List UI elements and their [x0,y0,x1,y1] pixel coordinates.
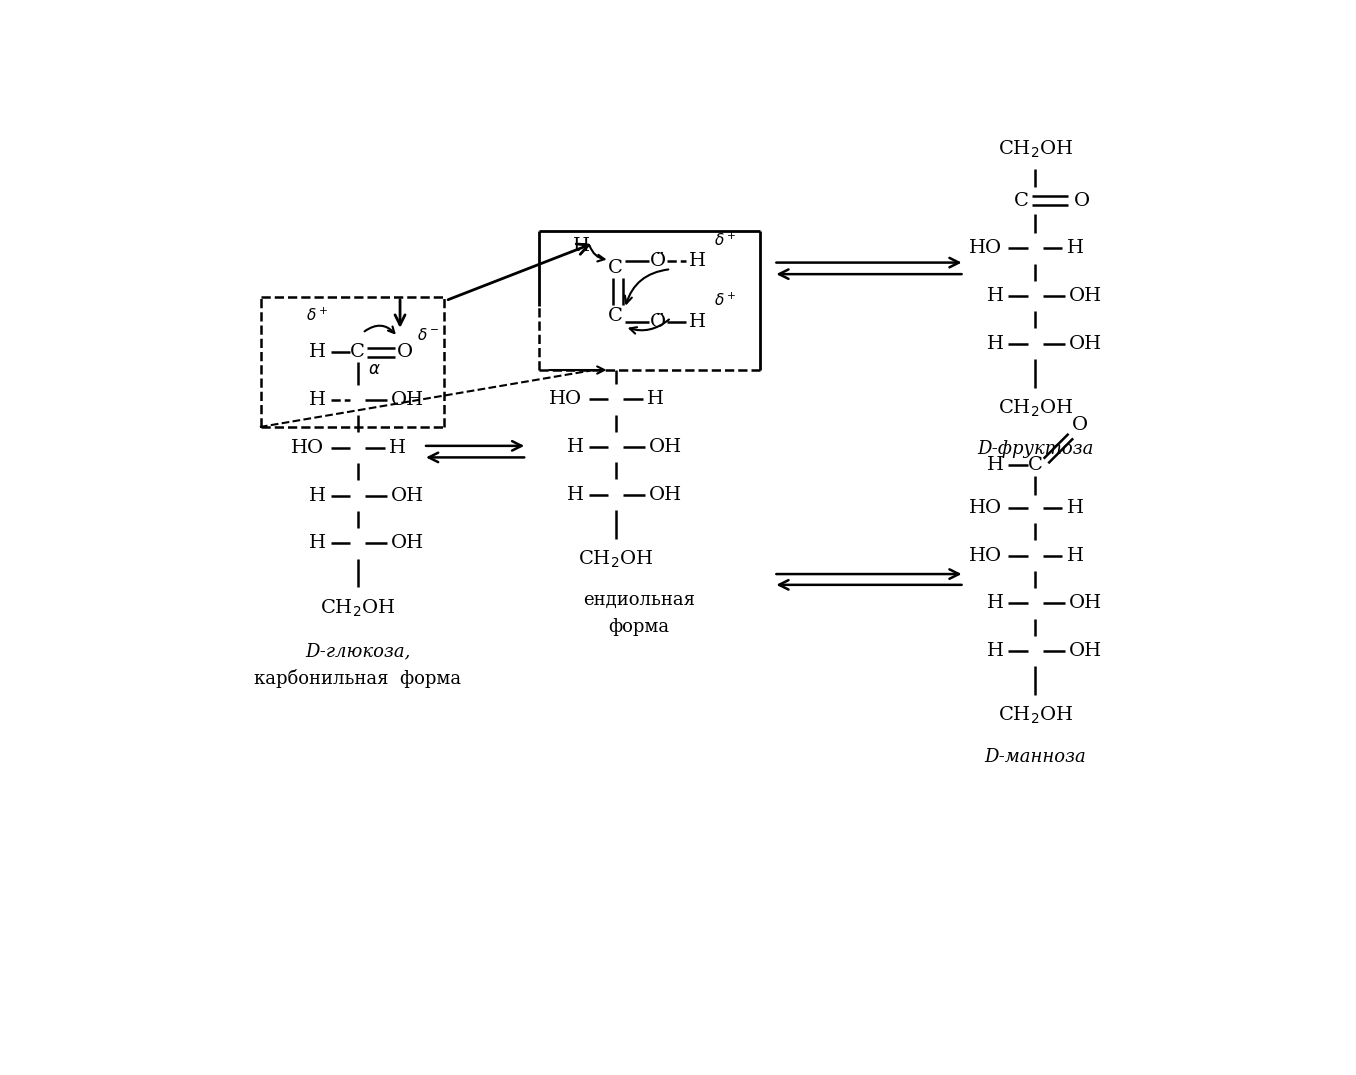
Text: O: O [1071,416,1088,434]
Text: OH: OH [650,438,682,456]
Text: карбонильная  форма: карбонильная форма [254,669,461,688]
Text: H: H [309,391,327,410]
Text: CH$_2$OH: CH$_2$OH [998,139,1073,160]
Text: H: H [1067,546,1083,564]
Text: H: H [1067,499,1083,517]
Text: H: H [389,439,407,457]
Text: H: H [647,390,664,408]
Text: $\alpha$: $\alpha$ [369,361,381,377]
Text: OH: OH [650,486,682,504]
Text: C: C [609,259,622,276]
Text: H: H [567,438,584,456]
Text: $\delta^+$: $\delta^+$ [713,231,736,248]
Text: HO: HO [549,390,582,408]
Text: $\delta^-$: $\delta^-$ [418,328,439,343]
Text: CH$_2$OH: CH$_2$OH [578,548,654,570]
Text: OH: OH [391,534,424,553]
Text: D-глюкоза,: D-глюкоза, [305,642,411,660]
Text: D-манноза: D-манноза [984,747,1086,765]
Text: OH: OH [391,487,424,504]
Text: HO: HO [968,240,1002,257]
Text: HO: HO [968,499,1002,517]
Text: H: H [309,343,327,361]
Text: OH: OH [1069,287,1102,305]
Text: OH: OH [1069,594,1102,613]
Text: $\delta^+$: $\delta^+$ [713,292,736,310]
Text: C: C [350,343,365,361]
Text: $\delta^+$: $\delta^+$ [306,306,328,324]
Text: O: O [1074,191,1090,210]
Text: H: H [1067,240,1083,257]
Text: H: H [987,457,1003,474]
Text: OH: OH [391,391,424,410]
Text: C: C [609,307,622,325]
Text: CH$_2$OH: CH$_2$OH [998,398,1073,419]
Text: ендиольная: ендиольная [583,591,694,610]
Text: H: H [987,334,1003,353]
Text: CH$_2$OH: CH$_2$OH [320,598,396,618]
Text: HO: HO [968,546,1002,564]
Text: H: H [309,487,327,504]
Text: D-фруктоза: D-фруктоза [978,441,1093,458]
Text: H: H [567,486,584,504]
Text: OH: OH [1069,642,1102,660]
Text: H: H [987,287,1003,305]
Text: O: O [397,343,414,361]
Text: HO: HO [292,439,324,457]
Text: CH$_2$OH: CH$_2$OH [998,705,1073,727]
Text: C: C [1028,457,1043,474]
Text: Ö: Ö [650,253,666,271]
Text: H: H [987,594,1003,613]
Text: Ö: Ö [650,313,666,331]
Text: H: H [689,313,705,331]
Text: H: H [309,534,327,553]
Text: H: H [689,253,705,271]
Text: H: H [572,238,590,255]
Text: форма: форма [609,618,670,636]
Text: C: C [1014,191,1029,210]
Text: OH: OH [1069,334,1102,353]
Text: H: H [987,642,1003,660]
